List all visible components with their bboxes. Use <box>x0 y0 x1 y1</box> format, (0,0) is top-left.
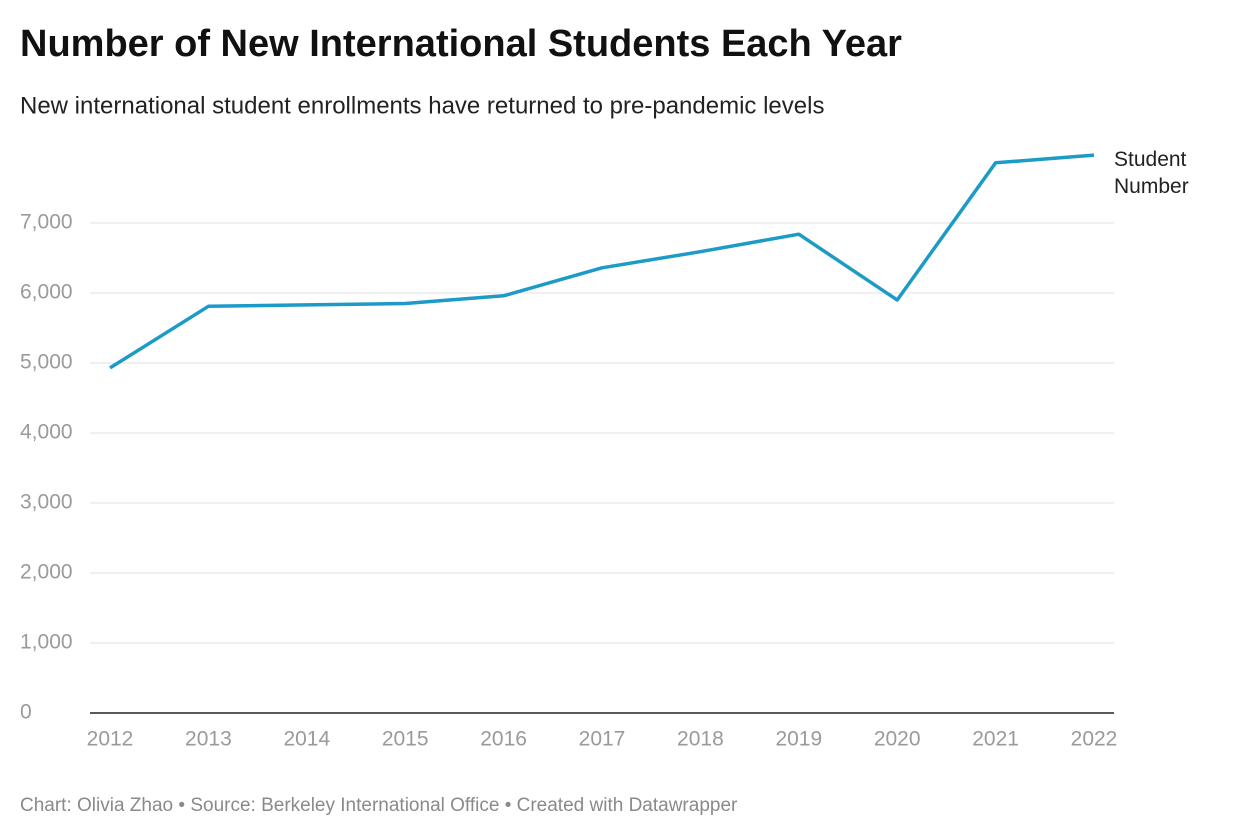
y-tick-label: 5,000 <box>20 351 73 374</box>
y-tick-label: 2,000 <box>20 561 73 584</box>
x-tick-label: 2016 <box>480 728 527 751</box>
line <box>109 153 1095 370</box>
x-tick-label: 2015 <box>382 728 429 751</box>
footer: Chart: Olivia Zhao • Source: Berkeley In… <box>20 795 738 816</box>
x-tick-label: 2013 <box>185 728 232 751</box>
x-tick-label: 2014 <box>283 728 330 751</box>
chart-subtitle: New international student enrollments ha… <box>20 92 824 119</box>
x-tick-label: 2017 <box>579 728 626 751</box>
x-tick-label: 2020 <box>874 728 921 751</box>
x-tick-label: 2021 <box>972 728 1019 751</box>
x-tick-label: 2018 <box>677 728 724 751</box>
x-tick-label: 2019 <box>775 728 822 751</box>
y-tick-label: 7,000 <box>20 211 73 234</box>
series-label: Student Number <box>1114 148 1189 198</box>
x-tick-label: 2012 <box>87 728 134 751</box>
x-tick-label: 2022 <box>1071 728 1118 751</box>
y-tick-label: 0 <box>20 701 32 724</box>
chart-title: Number of New International Students Eac… <box>20 23 902 65</box>
y-tick-label: 6,000 <box>20 281 73 304</box>
y-tick-label: 1,000 <box>20 631 73 654</box>
y-tick-label: 4,000 <box>20 421 73 444</box>
y-tick-label: 3,000 <box>20 491 73 514</box>
